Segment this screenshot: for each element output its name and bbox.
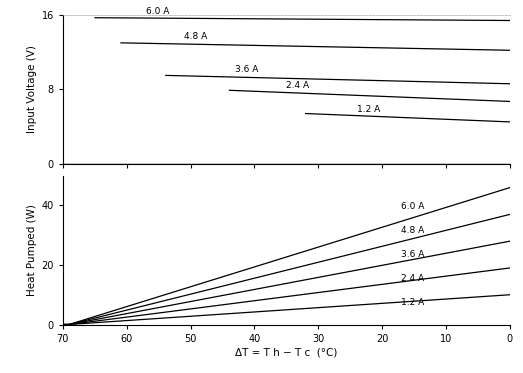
- Text: 4.8 A: 4.8 A: [184, 32, 208, 41]
- Y-axis label: Input Voltage (V): Input Voltage (V): [27, 46, 37, 133]
- Text: 3.6 A: 3.6 A: [235, 65, 258, 74]
- Text: 3.6 A: 3.6 A: [401, 250, 425, 259]
- Y-axis label: Heat Pumped (W): Heat Pumped (W): [27, 204, 37, 296]
- Text: 1.2 A: 1.2 A: [401, 298, 425, 307]
- X-axis label: ΔT = T h − T c  (°C): ΔT = T h − T c (°C): [235, 348, 337, 358]
- Text: 1.2 A: 1.2 A: [357, 104, 380, 113]
- Text: 2.4 A: 2.4 A: [286, 81, 310, 90]
- Text: 4.8 A: 4.8 A: [401, 226, 425, 235]
- Text: 2.4 A: 2.4 A: [401, 274, 425, 283]
- Text: 6.0 A: 6.0 A: [146, 7, 169, 16]
- Text: 6.0 A: 6.0 A: [401, 203, 425, 211]
